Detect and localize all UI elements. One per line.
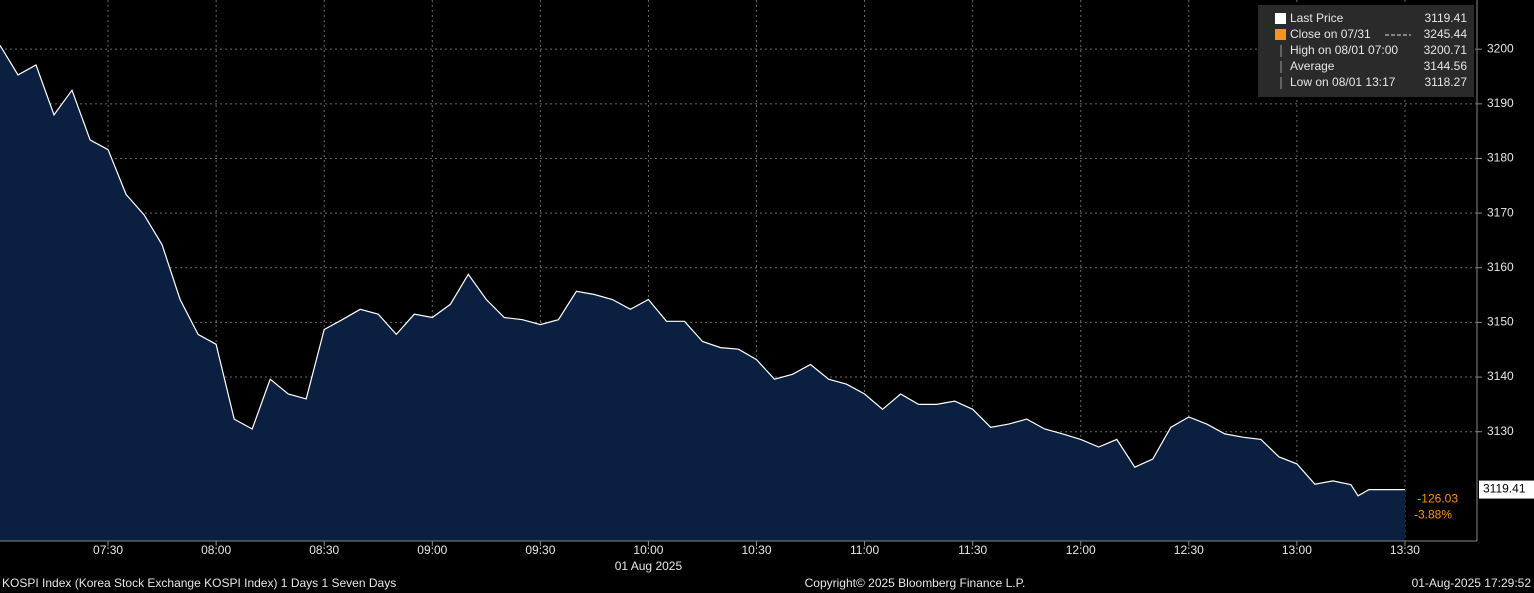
price-line [0,44,1405,497]
y-tick-label: 3190 [1487,96,1514,110]
plot-area [0,0,1477,542]
footer-center: Copyright© 2025 Bloomberg Finance L.P. [805,576,1026,590]
y-tick-label: 3160 [1487,260,1514,274]
legend-box [1258,5,1474,97]
legend-label: Low on 08/01 13:17 [1290,75,1396,89]
x-tick-label: 13:30 [1390,543,1420,557]
x-tick-label: 10:30 [741,543,771,557]
change-label: -126.03 [1417,492,1458,506]
x-tick-label: 09:30 [525,543,555,557]
x-tick-label: 11:00 [850,543,879,557]
x-tick-label: 11:30 [958,543,987,557]
legend-label: Last Price [1290,11,1344,25]
last-price-tag-box [1479,480,1534,499]
legend-value: 3245.44 [1424,27,1468,41]
x-tick-label: 12:00 [1066,543,1096,557]
y-tick-label: 3150 [1487,315,1514,329]
x-tick-label: 10:00 [633,543,663,557]
footer-right: 01-Aug-2025 17:29:52 [1412,576,1532,590]
x-tick-label: 12:30 [1174,543,1204,557]
legend-label: High on 08/01 07:00 [1290,43,1398,57]
y-tick-label: 3180 [1487,151,1514,165]
x-tick-label: 08:30 [309,543,339,557]
legend-label: Average [1290,59,1335,73]
y-tick-label: 3140 [1487,369,1514,383]
area-fill [0,45,1405,542]
legend-label: Close on 07/31 [1290,27,1371,41]
legend-value: 3118.27 [1425,75,1468,89]
last-price-tag: 3119.41 [1483,482,1526,496]
footer-left: KOSPI Index (Korea Stock Exchange KOSPI … [2,576,396,590]
legend-swatch [1275,13,1286,24]
y-tick-label: 3130 [1487,424,1514,438]
x-tick-label: 09:00 [417,543,447,557]
legend-swatch [1275,29,1286,40]
x-tick-label: 13:00 [1282,543,1312,557]
x-tick-label: 07:30 [93,543,123,557]
date-label: 01 Aug 2025 [615,559,683,573]
legend-value: 3119.41 [1425,11,1468,25]
y-tick-label: 3170 [1487,205,1514,219]
legend-value: 3200.71 [1424,43,1468,57]
x-tick-label: 08:00 [201,543,231,557]
change-pct-label: -3.88% [1414,508,1452,522]
y-tick-label: 3200 [1487,41,1514,55]
legend-value: 3144.56 [1424,59,1468,73]
